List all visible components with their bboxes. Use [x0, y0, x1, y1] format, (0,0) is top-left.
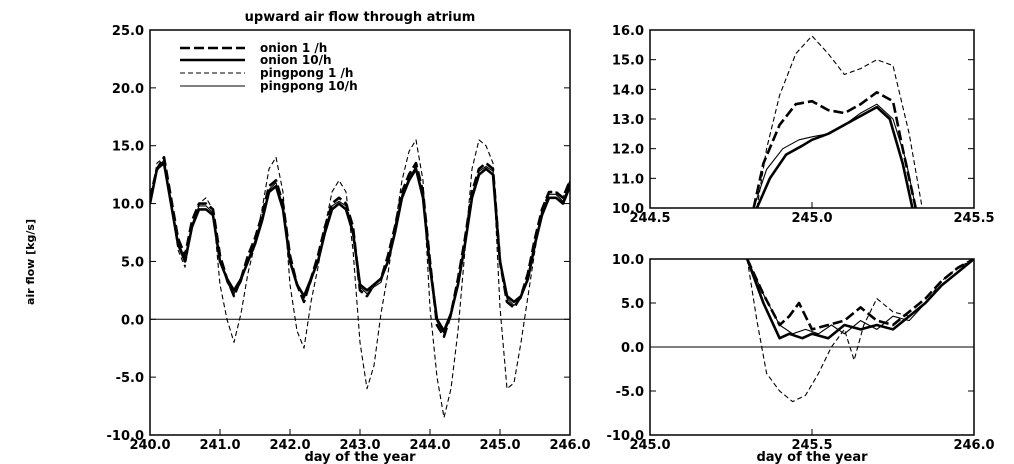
legend-label-onion-1h: onion 1 /h	[260, 41, 327, 55]
br-x-tick-label: 245.5	[791, 438, 832, 453]
tr-x-tick-label: 245.5	[953, 211, 994, 226]
main-series-pingpong-10-h	[150, 159, 570, 334]
main-series-onion-1-h	[150, 156, 570, 338]
main-plot-frame	[149, 29, 571, 436]
br-x-tick-label: 245.0	[629, 438, 670, 453]
tr-series-onion-1-h	[752, 91, 917, 208]
main-y-tick-label: 25.0	[112, 24, 144, 39]
legend-label-pingpong-1h: pingpong 1 /h	[260, 66, 353, 80]
tr-y-tick-label: 14.0	[612, 83, 644, 98]
main-y-tick-label: 15.0	[112, 140, 144, 155]
br-y-tick-label: 0.0	[621, 341, 644, 356]
main-tick-labels: -10.0 -5.0 0.0 5.0 10.0 15.0 20.0 25.0 240.0 241.…	[107, 24, 591, 453]
main-panel: upward air flow through atrium air flow …	[24, 10, 591, 464]
tr-x-tick-label: 244.5	[629, 211, 670, 226]
main-x-tick-label: 246.0	[549, 438, 590, 453]
bottom-right-plot-frame	[649, 258, 975, 436]
main-y-tick-label: -10.0	[107, 429, 144, 444]
top-right-series-lines	[752, 35, 923, 208]
tr-y-tick-label: 15.0	[612, 54, 644, 69]
bottom-right-series-lines	[745, 259, 974, 403]
main-y-tick-label: 0.0	[121, 313, 144, 328]
legend-label-onion-10h: onion 10/h	[260, 53, 332, 67]
main-x-tick-label: 245.0	[479, 438, 520, 453]
br-series-onion-1-h	[746, 259, 974, 331]
bottom-right-panel: -10.0 -5.0 0.0 5.0 10.0 245.0 245.5 246.0 day o…	[607, 253, 995, 464]
main-title: upward air flow through atrium	[245, 10, 476, 25]
main-y-tick-label: 5.0	[121, 255, 144, 270]
top-right-tick-labels: 10.0 11.0 12.0 13.0 14.0 15.0 16.0 244.5 245.0 24…	[612, 24, 995, 226]
main-x-axis-label: day of the year	[304, 450, 416, 464]
main-legend: onion 1 /h onion 10/h pingpong 1 /h ping…	[180, 41, 358, 93]
bottom-right-tick-labels: -10.0 -5.0 0.0 5.0 10.0 245.0 245.5 246.0	[607, 253, 995, 453]
main-series-pingpong-1-h	[150, 139, 570, 419]
tr-y-tick-label: 11.0	[612, 172, 644, 187]
tr-x-tick-label: 245.0	[791, 211, 832, 226]
main-x-tick-label: 240.0	[129, 438, 170, 453]
tr-y-tick-label: 16.0	[612, 24, 644, 39]
br-y-tick-label: -10.0	[607, 429, 644, 444]
br-y-tick-label: 10.0	[612, 253, 644, 268]
main-y-tick-label: 20.0	[112, 82, 144, 97]
main-series-onion-10-h	[150, 161, 570, 333]
main-x-tick-label: 241.0	[199, 438, 240, 453]
top-right-plot-frame	[649, 29, 975, 209]
main-x-tick-label: 244.0	[409, 438, 450, 453]
main-y-axis-label: air flow [kg/s]	[24, 219, 37, 305]
br-y-tick-label: -5.0	[616, 385, 644, 400]
tr-y-tick-label: 12.0	[612, 143, 644, 158]
br-x-tick-label: 246.0	[953, 438, 994, 453]
main-y-tick-label: -5.0	[116, 371, 144, 386]
main-x-tick-label: 243.0	[339, 438, 380, 453]
tr-series-pingpong-10-h	[753, 103, 917, 208]
top-right-panel: 10.0 11.0 12.0 13.0 14.0 15.0 16.0 244.5 245.0 24…	[612, 24, 995, 226]
tr-y-tick-label: 10.0	[612, 202, 644, 217]
bottom-right-x-axis-label: day of the year	[756, 450, 868, 464]
main-x-tick-label: 242.0	[269, 438, 310, 453]
tr-series-pingpong-1-h	[756, 35, 923, 208]
br-series-pingpong-10-h	[746, 259, 974, 335]
main-y-tick-label: 10.0	[112, 198, 144, 213]
legend-label-pingpong-10h: pingpong 10/h	[260, 79, 358, 93]
tr-y-tick-label: 13.0	[612, 113, 644, 128]
br-y-tick-label: 5.0	[621, 297, 644, 312]
main-series-lines	[150, 139, 570, 419]
